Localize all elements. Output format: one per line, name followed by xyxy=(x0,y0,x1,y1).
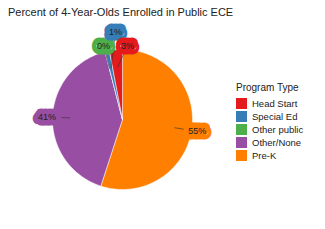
svg-text:3%: 3% xyxy=(121,41,134,51)
svg-text:55%: 55% xyxy=(188,126,206,136)
svg-text:0%: 0% xyxy=(97,41,110,51)
html-text:Other public: Other public xyxy=(252,124,304,135)
html-text:Percent of 4-Year-Olds Enrolle: Percent of 4-Year-Olds Enrolled in Publi… xyxy=(8,6,234,18)
html-text:Program Type: Program Type xyxy=(236,82,299,93)
svg-text:1%: 1% xyxy=(109,27,122,37)
html-text:Special Ed: Special Ed xyxy=(252,111,298,122)
html-text:Pre-K: Pre-K xyxy=(252,150,277,161)
svg-text:41%: 41% xyxy=(38,112,56,122)
html-text:Other/None: Other/None xyxy=(252,137,302,148)
html-text:Head Start: Head Start xyxy=(252,98,298,109)
